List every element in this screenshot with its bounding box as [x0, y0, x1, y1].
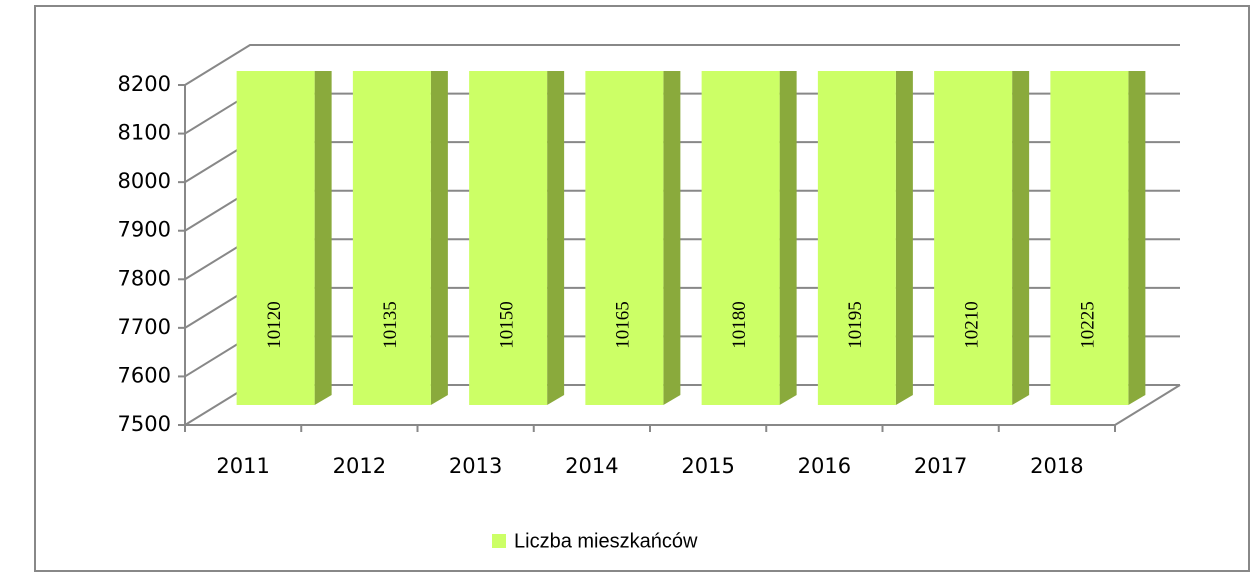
- x-tick-label: 2011: [216, 454, 269, 478]
- bar: [236, 71, 315, 405]
- grid-line: [184, 44, 1180, 86]
- data-label: 10120: [264, 301, 285, 349]
- y-tick-label: 7700: [118, 315, 171, 339]
- bar-side: [547, 71, 565, 405]
- bars: [236, 71, 1146, 406]
- bar: [585, 71, 664, 405]
- bar-side: [895, 71, 913, 405]
- data-label: 10210: [961, 301, 982, 349]
- y-tick-label: 8100: [118, 121, 171, 145]
- y-tick-label: 7500: [118, 412, 171, 436]
- data-label: 10180: [729, 301, 750, 349]
- bar-side: [663, 71, 681, 405]
- data-label: 10195: [845, 301, 866, 349]
- bar-side: [430, 71, 448, 405]
- y-tick-label: 8000: [118, 169, 171, 193]
- legend-swatch: [492, 534, 506, 548]
- floor-right: [1114, 384, 1181, 426]
- y-tick-label: 8200: [118, 72, 171, 96]
- bar: [934, 71, 1013, 406]
- x-tick-label: 2015: [681, 454, 734, 478]
- bar: [469, 71, 548, 405]
- x-tick-label: 2012: [333, 454, 386, 478]
- bar: [1050, 71, 1129, 405]
- data-label: 10165: [613, 301, 634, 349]
- y-tick-label: 7600: [118, 363, 171, 387]
- y-tick-label: 7800: [118, 266, 171, 290]
- legend-label: Liczba mieszkańców: [514, 530, 698, 552]
- data-label: 10135: [380, 301, 401, 349]
- x-tick-label: 2014: [565, 454, 618, 478]
- labels: 7500 7600 7700 7800 7900 8000 8100 8200 2011 1012…: [118, 72, 1099, 552]
- data-label: 10150: [496, 301, 517, 349]
- y-tick-label: 7900: [118, 218, 171, 242]
- x-tick-label: 2016: [798, 454, 851, 478]
- bar-side: [1128, 71, 1146, 405]
- bar: [817, 71, 896, 405]
- bar: [352, 71, 431, 406]
- bar-side: [314, 71, 332, 405]
- bar-side: [1012, 71, 1030, 405]
- bar-side: [779, 71, 797, 405]
- x-tick-label: 2017: [914, 454, 967, 478]
- bar: [701, 71, 780, 405]
- x-tick-label: 2018: [1030, 454, 1083, 478]
- data-label: 10225: [1078, 301, 1099, 349]
- x-tick-label: 2013: [449, 454, 502, 478]
